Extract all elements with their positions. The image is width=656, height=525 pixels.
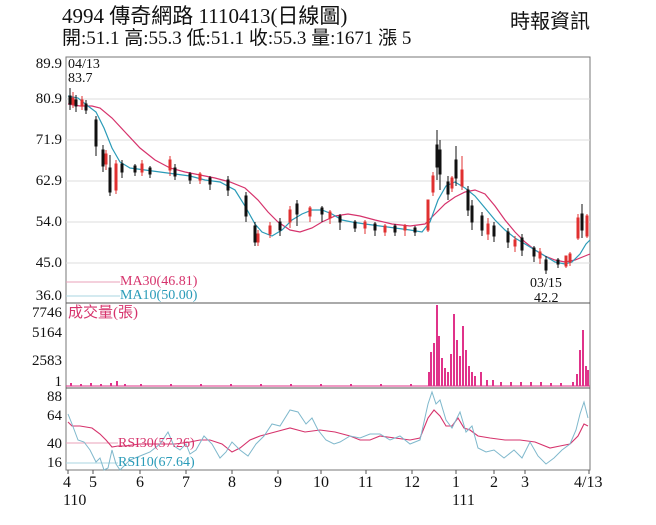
price-tick: 45.0 bbox=[35, 255, 62, 271]
price-tick: 36.0 bbox=[35, 288, 62, 304]
x-tick: 9 bbox=[274, 474, 282, 491]
candlesticks bbox=[68, 88, 589, 274]
low-date: 03/15 bbox=[530, 276, 562, 291]
x-tick: 2 bbox=[490, 474, 498, 491]
price-tick: 89.9 bbox=[35, 56, 62, 72]
rsi30-legend: RSI30(57.26) bbox=[118, 436, 195, 451]
ma10-line bbox=[67, 95, 591, 265]
x-axis-ticks bbox=[67, 470, 590, 474]
price-tick: 80.9 bbox=[35, 91, 62, 107]
brand-label: 時報資訊 bbox=[510, 11, 590, 33]
x-tick: 4 bbox=[63, 474, 71, 491]
quote-summary: 開:51.1 高:55.3 低:51.1 收:55.3 量:1671 漲 5 bbox=[62, 28, 412, 49]
rsi10-legend: RSI10(67.64) bbox=[118, 455, 195, 470]
x-year: 111 bbox=[452, 492, 475, 509]
x-tick: 1 bbox=[452, 474, 460, 491]
rsi-tick: 88 bbox=[47, 389, 62, 405]
volume-tick: 5164 bbox=[32, 325, 62, 341]
chart-title: 4994 傳奇網路 1110413(日線圖) bbox=[62, 4, 348, 28]
volume-tick: 2583 bbox=[32, 353, 62, 369]
volume-tick: 7746 bbox=[32, 305, 62, 321]
price-grid bbox=[66, 98, 590, 264]
ma30-legend: MA30(46.81) bbox=[120, 274, 198, 289]
high-value: 83.7 bbox=[68, 71, 93, 86]
volume-label: 成交量(張) bbox=[68, 305, 138, 321]
volume-tick: 1 bbox=[54, 374, 63, 390]
x-year: 110 bbox=[63, 492, 87, 509]
x-tick: 5 bbox=[89, 474, 97, 491]
x-tick: 3 bbox=[521, 474, 529, 491]
x-tick: 7 bbox=[182, 474, 190, 491]
low-value: 42.2 bbox=[534, 291, 559, 306]
high-date: 04/13 bbox=[68, 57, 100, 72]
x-tick: 4/13 bbox=[574, 474, 603, 491]
rsi10-line bbox=[67, 390, 589, 471]
price-tick: 71.9 bbox=[35, 132, 62, 148]
ma10-legend: MA10(50.00) bbox=[120, 288, 198, 303]
ma30-line bbox=[67, 103, 591, 263]
rsi-tick: 16 bbox=[47, 455, 62, 471]
x-tick: 12 bbox=[404, 474, 420, 491]
price-tick: 54.0 bbox=[35, 214, 62, 230]
x-tick: 10 bbox=[313, 474, 329, 491]
x-tick: 6 bbox=[136, 474, 144, 491]
price-tick: 62.9 bbox=[35, 173, 62, 189]
x-tick: 11 bbox=[358, 474, 374, 491]
volume-bars bbox=[70, 305, 589, 386]
rsi-tick: 40 bbox=[47, 436, 62, 452]
x-tick: 8 bbox=[228, 474, 236, 491]
rsi-tick: 64 bbox=[47, 408, 62, 424]
